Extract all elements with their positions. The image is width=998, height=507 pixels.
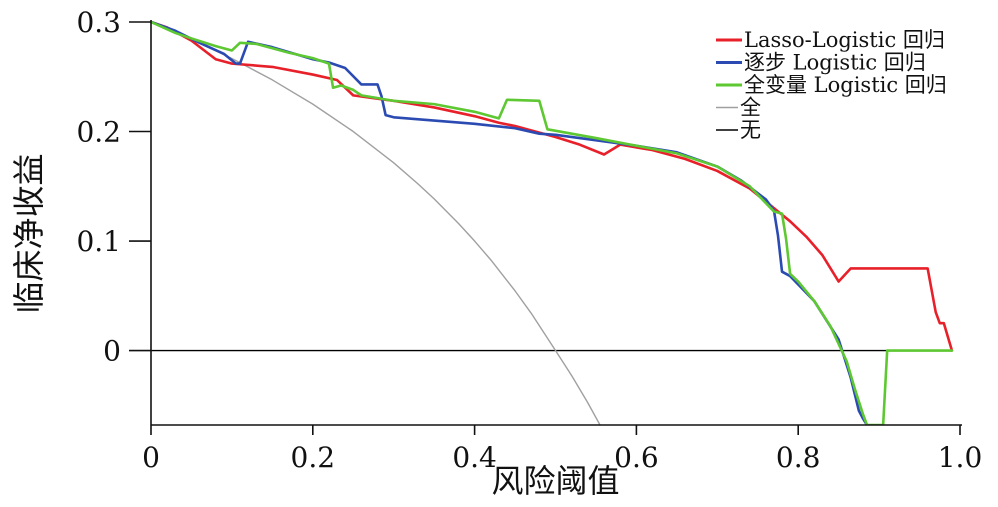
x-tick-label: 0.2	[291, 441, 336, 474]
x-tick-label: 0.8	[776, 441, 821, 474]
legend-label: 无	[740, 118, 761, 142]
series-line-全	[151, 21, 601, 425]
y-tick-label: 0	[103, 335, 121, 368]
x-axis-title: 风险阈值	[491, 462, 619, 500]
y-tick-label: 0.3	[76, 6, 121, 39]
series-line-逐步-logistic-回归	[151, 20, 869, 425]
y-axis-title: 临床净收益	[10, 153, 48, 313]
legend-label: 逐步 Logistic 回归	[744, 51, 926, 75]
y-ticks: 0 0.1 0.2 0.3	[76, 6, 151, 368]
x-tick-label: 0	[142, 441, 160, 474]
y-tick-label: 0.1	[76, 225, 121, 258]
legend-label: 全变量 Logistic 回归	[744, 73, 947, 97]
legend-label: 全	[740, 96, 761, 120]
x-ticks: 0 0.2 0.4 0.6 0.8 1.0	[142, 425, 982, 474]
y-tick-label: 0.2	[76, 116, 121, 149]
legend-label: Lasso-Logistic 回归	[744, 28, 945, 52]
series-line-lasso-logistic-回归	[151, 20, 954, 352]
x-tick-label: 0.4	[452, 441, 497, 474]
axes-layer	[150, 20, 962, 426]
x-tick-label: 1.0	[938, 441, 983, 474]
series-layer	[151, 20, 954, 425]
series-line-全变量-logistic-回归	[151, 20, 954, 425]
x-tick-label: 0.6	[614, 441, 659, 474]
